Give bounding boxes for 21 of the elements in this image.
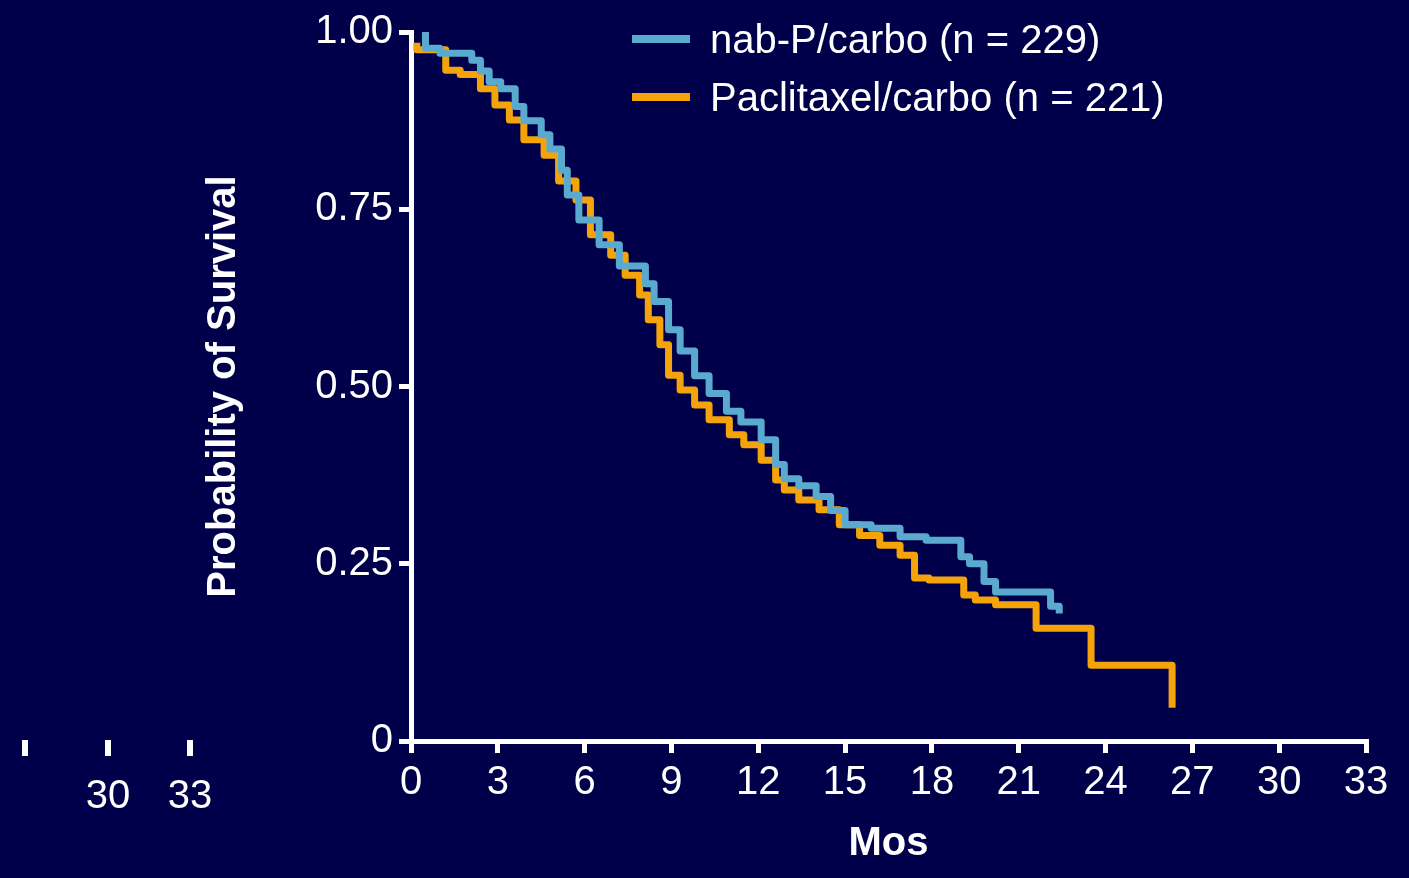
x-tick-label: 6	[573, 758, 596, 803]
x-tick-label: 0	[399, 758, 423, 803]
y-tick-label: 1.00	[315, 7, 393, 52]
x-tick-label: 18	[909, 758, 955, 803]
x-tick-label: 27	[1170, 758, 1215, 803]
legend-label: nab-P/carbo (n = 229)	[710, 16, 1101, 62]
x-tick-label: 9	[660, 758, 683, 803]
legend-label: Paclitaxel/carbo (n = 221)	[710, 74, 1165, 120]
x-tick-label: 21	[996, 758, 1041, 803]
y-tick-label: 0.75	[315, 184, 393, 229]
x-tick-label: 15	[822, 758, 868, 803]
x-tick-label: 24	[1083, 758, 1128, 803]
x-axis-title: Mos	[848, 819, 929, 864]
x-tick-label: 3	[486, 758, 509, 803]
x-tick-label: 12	[736, 758, 781, 803]
x-tick-label: 30	[1256, 758, 1302, 803]
y-axis-title: Probability of Survival	[199, 175, 244, 598]
y-tick-label: 0.50	[315, 361, 393, 406]
y-tick-label: 0	[370, 716, 393, 761]
x-tick-label: 33	[1343, 758, 1389, 803]
y-tick-label: 0.25	[315, 538, 393, 583]
